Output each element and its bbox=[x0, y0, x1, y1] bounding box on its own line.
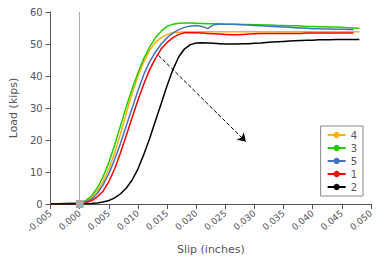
svg-text:0.030: 0.030 bbox=[232, 208, 258, 232]
svg-text:Slip (inches): Slip (inches) bbox=[177, 243, 245, 256]
svg-text:0.000: 0.000 bbox=[57, 208, 83, 232]
svg-text:0.045: 0.045 bbox=[319, 208, 345, 232]
svg-text:0.040: 0.040 bbox=[290, 208, 316, 232]
svg-text:0.010: 0.010 bbox=[115, 208, 141, 232]
svg-text:10: 10 bbox=[30, 167, 43, 178]
svg-text:20: 20 bbox=[30, 135, 43, 146]
svg-text:3: 3 bbox=[351, 143, 357, 154]
svg-text:50: 50 bbox=[30, 39, 43, 50]
svg-text:0.020: 0.020 bbox=[173, 208, 199, 232]
svg-text:Load (kips): Load (kips) bbox=[7, 78, 20, 139]
svg-text:2: 2 bbox=[351, 182, 357, 193]
svg-text:0.035: 0.035 bbox=[261, 208, 287, 232]
svg-text:0: 0 bbox=[36, 199, 42, 210]
svg-text:0.005: 0.005 bbox=[86, 208, 112, 232]
svg-text:0.025: 0.025 bbox=[202, 208, 228, 232]
svg-text:30: 30 bbox=[30, 103, 43, 114]
svg-text:5: 5 bbox=[351, 156, 357, 167]
svg-text:1: 1 bbox=[351, 169, 357, 180]
svg-text:4: 4 bbox=[351, 130, 357, 141]
svg-text:60: 60 bbox=[30, 7, 43, 18]
svg-text:-0.005: -0.005 bbox=[25, 208, 54, 234]
svg-text:0.015: 0.015 bbox=[144, 208, 170, 232]
svg-text:0.050: 0.050 bbox=[348, 208, 374, 232]
svg-text:40: 40 bbox=[30, 71, 43, 82]
